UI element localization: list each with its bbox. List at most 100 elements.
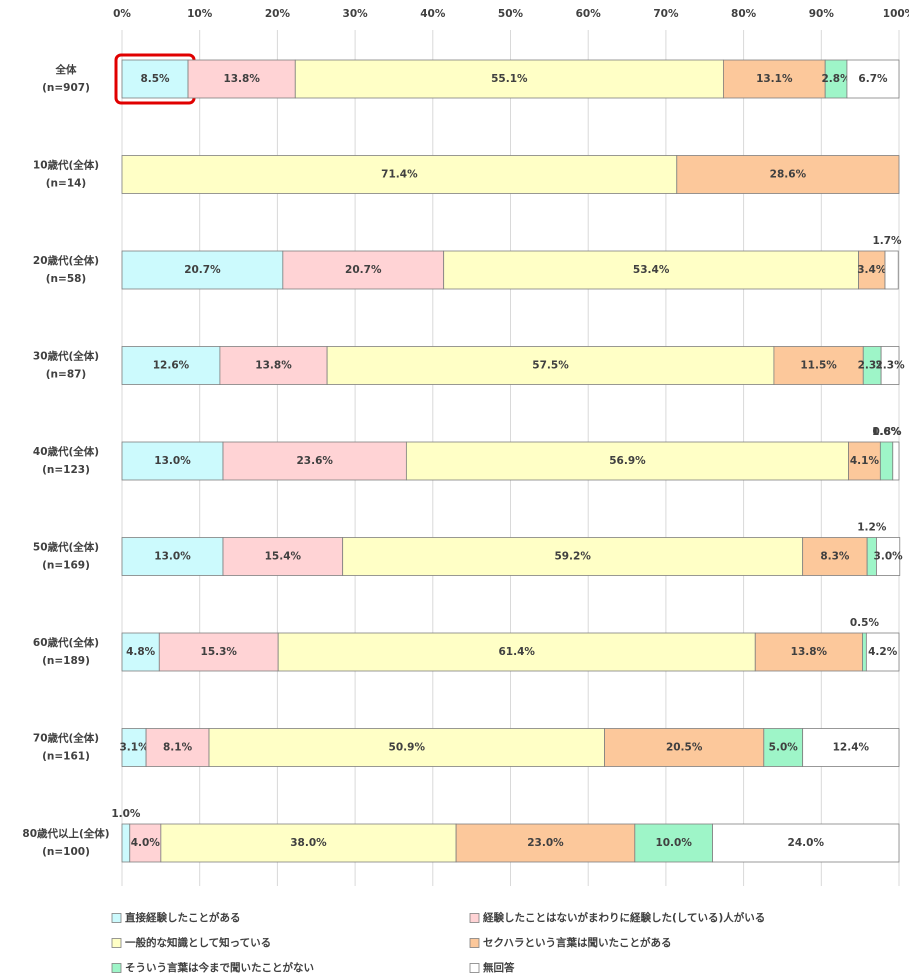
category-note: (n=169) bbox=[42, 560, 90, 572]
data-label: 13.0% bbox=[154, 455, 191, 467]
data-label: 12.6% bbox=[153, 360, 190, 372]
legend-label: 無回答 bbox=[483, 961, 515, 974]
bar-segment bbox=[277, 632, 756, 672]
data-label: 15.4% bbox=[265, 551, 302, 563]
category-label: 40歳代(全体) bbox=[33, 445, 99, 458]
category-label: 80歳代以上(全体) bbox=[22, 827, 109, 840]
bar-segment bbox=[455, 823, 636, 863]
category-note: (n=100) bbox=[42, 846, 90, 858]
legend-label: 直接経験したことがある bbox=[125, 911, 241, 924]
category-note: (n=189) bbox=[42, 655, 90, 667]
legend-swatch bbox=[469, 938, 480, 948]
data-label: 20.5% bbox=[666, 742, 703, 754]
bar-segment bbox=[865, 632, 900, 672]
category-label: 20歳代(全体) bbox=[33, 254, 99, 267]
category-note: (n=907) bbox=[42, 82, 90, 94]
data-label: 3.4% bbox=[857, 264, 887, 276]
bar-segment bbox=[121, 823, 131, 863]
bar-segment bbox=[879, 441, 894, 481]
category-label: 70歳代(全体) bbox=[33, 732, 99, 745]
legend-label: そういう言葉は今まで聞いたことがない bbox=[125, 961, 314, 974]
category-label: 全体 bbox=[55, 63, 77, 76]
legend-swatch bbox=[111, 938, 122, 948]
bar-segment bbox=[846, 59, 900, 99]
category-label: 50歳代(全体) bbox=[33, 541, 99, 554]
bar-segment bbox=[405, 441, 849, 481]
legend-label: 一般的な知識として知っている bbox=[125, 936, 271, 949]
bar-segment bbox=[121, 441, 224, 481]
bar-segment bbox=[773, 346, 864, 385]
bar-segment bbox=[712, 823, 900, 863]
bar-segment bbox=[876, 537, 901, 576]
legend-swatch bbox=[469, 963, 480, 973]
data-label: 4.1% bbox=[850, 455, 880, 467]
legend-label: セクハラという言葉は聞いたことがある bbox=[483, 936, 671, 949]
data-label: 20.7% bbox=[345, 264, 382, 276]
bar-segment bbox=[129, 823, 162, 863]
bar-segment bbox=[121, 250, 284, 290]
legend-swatch bbox=[111, 963, 122, 973]
data-label: 71.4% bbox=[381, 169, 418, 181]
category-note: (n=123) bbox=[42, 464, 90, 476]
data-label: 1.7% bbox=[872, 235, 902, 247]
bar-segment bbox=[121, 728, 147, 767]
x-tick-label: 30% bbox=[343, 8, 369, 20]
data-label: 15.3% bbox=[201, 646, 238, 658]
data-label: 0.5% bbox=[850, 617, 880, 629]
data-label: 1.2% bbox=[857, 522, 887, 534]
category-label: 30歳代(全体) bbox=[33, 350, 99, 363]
data-label: 10.0% bbox=[655, 837, 692, 849]
data-label: 13.8% bbox=[255, 360, 292, 372]
data-label: 13.8% bbox=[791, 646, 828, 658]
bar-segment bbox=[121, 537, 224, 576]
category-note: (n=87) bbox=[46, 369, 86, 381]
category-label: 10歳代(全体) bbox=[33, 159, 99, 172]
data-label: 11.5% bbox=[800, 360, 837, 372]
bar-segment bbox=[848, 441, 881, 481]
data-label: 13.0% bbox=[154, 551, 191, 563]
x-tick-label: 40% bbox=[420, 8, 446, 20]
bar-segment bbox=[862, 632, 867, 672]
data-label: 13.1% bbox=[756, 73, 793, 85]
data-label: 20.7% bbox=[184, 264, 221, 276]
bar-segment bbox=[604, 728, 765, 767]
data-label: 50.9% bbox=[389, 742, 426, 754]
data-label: 55.1% bbox=[491, 73, 528, 85]
data-label: 4.8% bbox=[126, 646, 156, 658]
bar-segment bbox=[282, 250, 445, 290]
bar-segment bbox=[802, 537, 868, 576]
category-note: (n=14) bbox=[46, 178, 86, 190]
data-label: 2.3% bbox=[876, 360, 906, 372]
x-tick-label: 20% bbox=[265, 8, 291, 20]
bar-segment bbox=[121, 59, 189, 99]
data-label: 4.0% bbox=[131, 837, 161, 849]
x-tick-label: 10% bbox=[187, 8, 213, 20]
data-label: 8.5% bbox=[140, 73, 170, 85]
data-label: 38.0% bbox=[290, 837, 327, 849]
data-label: 61.4% bbox=[498, 646, 535, 658]
x-tick-label: 60% bbox=[576, 8, 602, 20]
category-note: (n=58) bbox=[46, 273, 86, 285]
data-label: 5.0% bbox=[769, 742, 799, 754]
data-label: 53.4% bbox=[633, 264, 670, 276]
data-label: 57.5% bbox=[532, 360, 569, 372]
data-label: 1.6% bbox=[872, 426, 902, 438]
bar-segment bbox=[676, 155, 900, 194]
bar-segment bbox=[121, 632, 160, 672]
legend-swatch bbox=[111, 913, 122, 923]
bar-segment bbox=[858, 250, 886, 290]
data-label: 12.4% bbox=[833, 742, 870, 754]
x-tick-label: 50% bbox=[498, 8, 524, 20]
bar-segment bbox=[763, 728, 804, 767]
data-label: 3.1% bbox=[119, 742, 149, 754]
bar-segment bbox=[802, 728, 900, 767]
bar-segment bbox=[884, 250, 899, 290]
data-label: 4.2% bbox=[868, 646, 898, 658]
data-label: 13.8% bbox=[223, 73, 260, 85]
bar-segment bbox=[222, 537, 344, 576]
bar-segment bbox=[160, 823, 457, 863]
x-tick-label: 80% bbox=[731, 8, 757, 20]
bar-segment bbox=[634, 823, 713, 863]
